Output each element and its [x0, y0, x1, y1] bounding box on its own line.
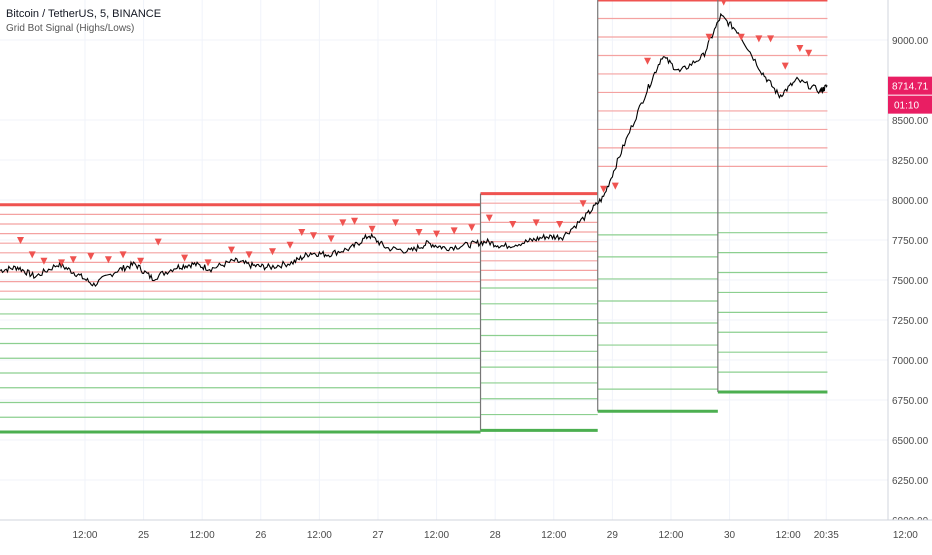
sell-signal-marker	[509, 221, 517, 228]
sell-signal-marker	[40, 257, 48, 265]
price-tick-label: 7000.00	[892, 356, 929, 367]
sell-signal-marker	[796, 45, 804, 52]
time-tick-label: 27	[372, 530, 384, 541]
last-price-label: 8714.71	[892, 82, 929, 93]
sell-signal-marker	[433, 230, 441, 238]
time-tick-label: 12:00	[190, 530, 215, 541]
sell-signal-marker	[268, 248, 276, 256]
last-price-badge	[888, 76, 932, 95]
indicator-label[interactable]: Grid Bot Signal (Highs/Lows)	[6, 23, 135, 34]
sell-signal-marker	[368, 225, 376, 233]
sell-signal-marker	[104, 256, 112, 264]
sell-signal-marker	[705, 33, 713, 41]
sell-signal-marker	[755, 35, 763, 43]
sell-signal-marker	[204, 259, 212, 267]
sell-signal-marker	[450, 227, 458, 235]
countdown-label: 01:10	[894, 101, 919, 112]
time-tick-label: 12:00	[776, 530, 801, 541]
time-tick-label: 28	[490, 530, 502, 541]
sell-signal-marker	[245, 251, 253, 259]
time-tick-label: 20:35	[814, 530, 839, 541]
countdown-badge	[888, 95, 932, 114]
time-axis-panel	[0, 520, 932, 550]
sell-signal-marker	[227, 246, 235, 254]
time-tick-label: 12:00	[424, 530, 449, 541]
sell-signal-marker	[415, 229, 423, 236]
plot-background	[0, 0, 888, 520]
sell-signal-marker	[767, 35, 775, 43]
sell-signal-marker	[154, 238, 162, 246]
time-tick-label: 25	[138, 530, 150, 541]
sell-signal-marker	[532, 219, 540, 227]
time-tick-label: 12:00	[307, 530, 332, 541]
sell-signal-marker	[28, 251, 36, 259]
sell-signal-marker	[556, 221, 564, 228]
sell-signal-marker	[327, 235, 335, 243]
sell-signal-marker	[298, 229, 306, 236]
sell-signal-marker	[286, 241, 294, 249]
sell-signal-marker	[392, 219, 400, 227]
price-tick-label: 7750.00	[892, 236, 929, 247]
sell-signal-marker	[737, 33, 745, 41]
symbol-title[interactable]: Bitcoin / TetherUS, 5, BINANCE	[6, 8, 162, 20]
sell-signal-marker	[468, 224, 476, 232]
time-tick-label: 12:00	[541, 530, 566, 541]
sell-signal-marker	[87, 253, 95, 260]
sell-signal-marker	[17, 237, 25, 244]
sell-signal-marker	[611, 182, 619, 190]
time-tick-label: 12:00	[72, 530, 97, 541]
price-tick-label: 8500.00	[892, 116, 929, 127]
sell-signal-marker	[137, 257, 145, 265]
sell-signal-marker	[644, 57, 652, 65]
sell-signal-marker	[181, 254, 189, 262]
price-tick-label: 8250.00	[892, 156, 929, 167]
time-tick-label: 29	[607, 530, 619, 541]
sell-signal-marker	[58, 259, 66, 267]
price-tick-label: 7500.00	[892, 276, 929, 287]
sell-signal-marker	[351, 217, 359, 225]
sell-signal-marker	[310, 232, 318, 240]
sell-signal-marker	[600, 185, 608, 193]
price-tick-label: 6250.00	[892, 476, 929, 487]
price-line	[0, 12, 828, 288]
time-tick-label: 30	[724, 530, 736, 541]
sell-signal-marker	[805, 49, 813, 57]
time-tick-label: 12:00	[658, 530, 683, 541]
sell-signal-marker	[339, 219, 347, 227]
sell-signal-marker	[69, 256, 77, 264]
sell-signal-marker	[485, 214, 493, 222]
price-tick-label: 8000.00	[892, 196, 929, 207]
time-tick-label: 26	[255, 530, 267, 541]
sell-signal-marker	[579, 200, 587, 208]
price-tick-label: 6750.00	[892, 396, 929, 407]
price-tick-label: 6500.00	[892, 436, 929, 447]
sell-signal-marker	[119, 251, 127, 259]
sell-signal-marker	[720, 0, 727, 6]
time-tick-label: 12:00	[893, 530, 918, 541]
price-tick-label: 9000.00	[892, 36, 929, 47]
chart-legend: Bitcoin / TetherUS, 5, BINANCE Grid Bot …	[6, 6, 161, 36]
price-tick-label: 7250.00	[892, 316, 929, 327]
sell-signal-marker	[781, 62, 789, 70]
